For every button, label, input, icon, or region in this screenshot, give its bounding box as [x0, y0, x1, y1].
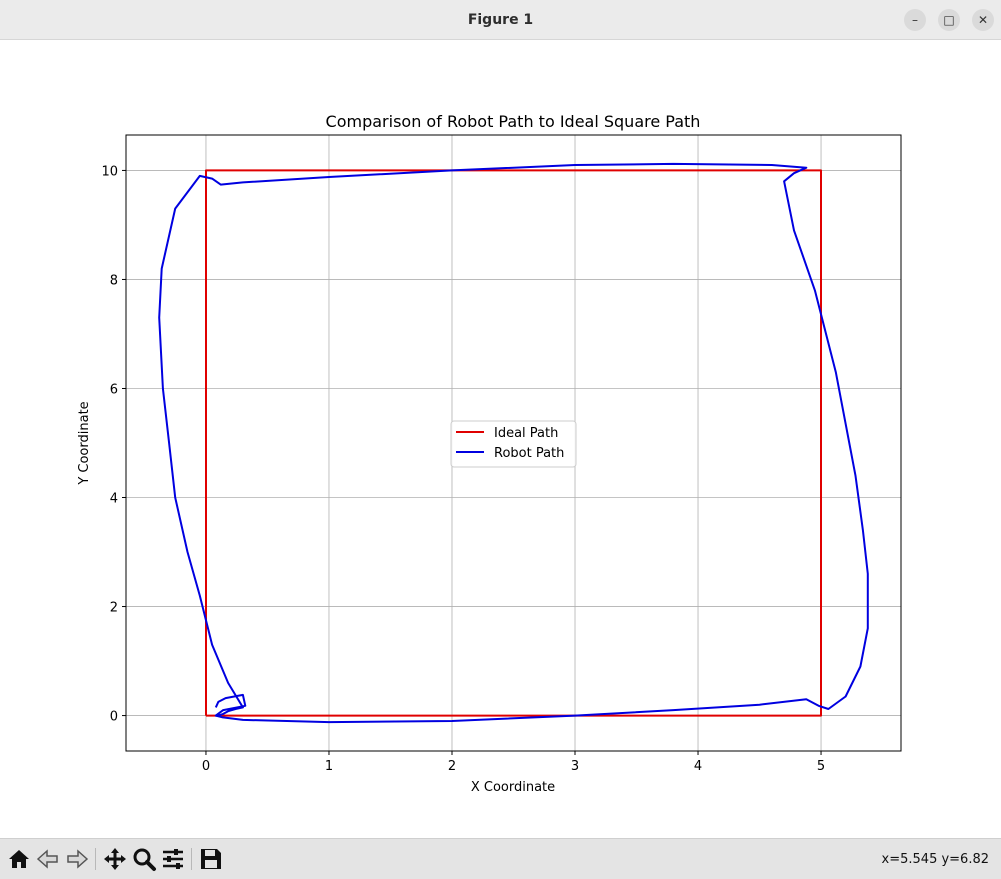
y-tick-label: 10 — [101, 164, 118, 179]
x-axis-label: X Coordinate — [471, 780, 555, 795]
x-tick-label: 2 — [448, 759, 456, 774]
x-tick-label: 4 — [694, 759, 702, 774]
legend: Ideal Path Robot Path — [450, 420, 577, 468]
y-tick-label: 4 — [110, 492, 118, 507]
x-tick-label: 0 — [202, 759, 210, 774]
home-icon[interactable] — [6, 846, 32, 872]
configure-subplots-icon[interactable] — [160, 846, 186, 872]
x-tick-label: 5 — [817, 759, 825, 774]
legend-label: Robot Path — [494, 446, 564, 461]
toolbar-separator — [191, 848, 192, 870]
y-axis-label: Y Coordinate — [77, 401, 92, 485]
zoom-icon[interactable] — [131, 846, 157, 872]
save-icon[interactable] — [198, 846, 224, 872]
pan-icon[interactable] — [102, 846, 128, 872]
maximize-icon[interactable]: □ — [938, 9, 960, 31]
y-tick-label: 2 — [110, 601, 118, 616]
series-line-robot-path — [158, 162, 869, 724]
axes-frame — [125, 134, 902, 752]
window-title: Figure 1 — [467, 12, 534, 28]
toolbar-separator — [95, 848, 96, 870]
legend-label: Ideal Path — [494, 426, 558, 441]
series-line-ideal-path — [205, 169, 822, 717]
close-icon[interactable]: ✕ — [972, 9, 994, 31]
minimize-icon[interactable]: – — [904, 9, 926, 31]
x-tick-label: 1 — [325, 759, 333, 774]
chart-title: Comparison of Robot Path to Ideal Square… — [326, 112, 701, 131]
y-tick-label: 0 — [110, 710, 118, 725]
y-tick-label: 6 — [110, 382, 118, 397]
navigation-toolbar: x=5.545 y=6.82 — [0, 838, 1001, 879]
x-tick-label: 3 — [571, 759, 579, 774]
forward-arrow-icon[interactable] — [64, 846, 90, 872]
chart-svg: 0 1 2 3 4 5 0 2 4 6 8 10 Comparison of Robot Path to… — [77, 112, 902, 795]
back-arrow-icon[interactable] — [35, 846, 61, 872]
cursor-coordinates: x=5.545 y=6.82 — [881, 852, 989, 867]
figure-canvas[interactable]: 0 1 2 3 4 5 0 2 4 6 8 10 Comparison of Robot Path to… — [0, 40, 1001, 838]
window-titlebar: Figure 1 – □ ✕ — [0, 0, 1001, 40]
y-tick-label: 8 — [110, 273, 118, 288]
